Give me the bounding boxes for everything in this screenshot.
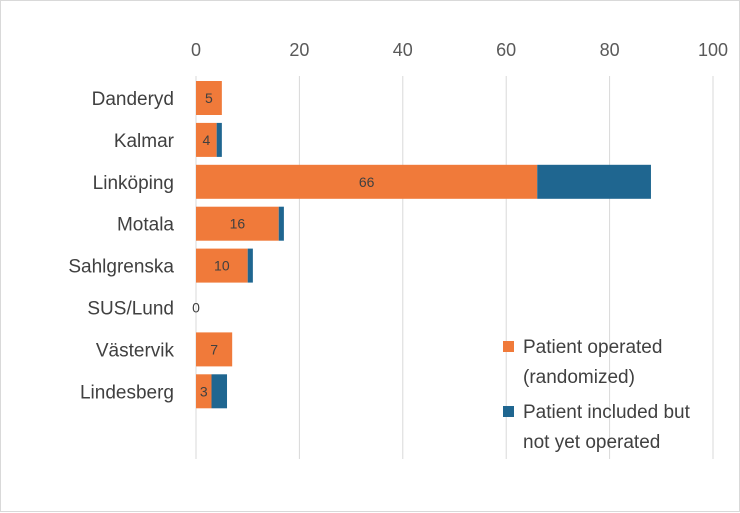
data-label: 0: [192, 300, 200, 316]
data-labels: 5 4 66 16 10 0 7 3: [192, 90, 375, 399]
bar-operated: [196, 164, 538, 199]
data-label: 16: [230, 216, 246, 232]
data-label: 3: [200, 383, 208, 399]
x-tick-label: 100: [698, 40, 728, 60]
data-label: 7: [210, 341, 218, 357]
bar-operated: [196, 332, 233, 367]
bar-not-yet-operated: [247, 248, 253, 283]
data-label: 10: [214, 258, 230, 274]
bar-not-yet-operated: [537, 164, 651, 199]
x-tick-label: 80: [600, 40, 620, 60]
x-tick-label: 60: [496, 40, 516, 60]
category-label: Linköping: [93, 173, 174, 194]
bar-operated: [196, 81, 222, 115]
category-label: Motala: [117, 215, 174, 236]
category-label: Västervik: [96, 340, 175, 361]
legend-label: Patient included but: [523, 402, 691, 423]
x-tick-label: 40: [393, 40, 413, 60]
bar-operated: [196, 122, 217, 157]
legend-swatch-not-yet-operated: [503, 406, 514, 417]
bars: [196, 81, 651, 409]
x-tick-label: 20: [289, 40, 309, 60]
data-label: 66: [359, 174, 375, 190]
category-label: Lindesberg: [80, 382, 174, 403]
data-label: 4: [202, 132, 210, 148]
data-label: 5: [205, 90, 213, 106]
legend-label: (randomized): [523, 367, 635, 388]
category-label: Kalmar: [114, 131, 175, 152]
category-label: Danderyd: [92, 89, 174, 110]
bar-not-yet-operated: [216, 122, 222, 157]
bar-operated: [196, 206, 279, 241]
bar-not-yet-operated: [278, 206, 284, 241]
x-tick-label: 0: [191, 40, 201, 60]
x-axis-ticks: 0 20 40 60 80 100: [191, 40, 728, 60]
legend-label: not yet operated: [523, 432, 660, 453]
legend-label: Patient operated: [523, 337, 662, 358]
category-label: SUS/Lund: [87, 299, 174, 320]
legend: Patient operated (randomized) Patient incl…: [503, 337, 691, 453]
gridlines: [298, 76, 714, 459]
bar-operated: [196, 248, 248, 283]
category-labels: Danderyd Kalmar Linköping Motala Sahlgrenska…: [68, 89, 174, 403]
bar-not-yet-operated: [211, 374, 228, 409]
bar-operated: [196, 374, 212, 409]
legend-swatch-operated: [503, 341, 514, 352]
category-label: Sahlgrenska: [68, 257, 174, 278]
